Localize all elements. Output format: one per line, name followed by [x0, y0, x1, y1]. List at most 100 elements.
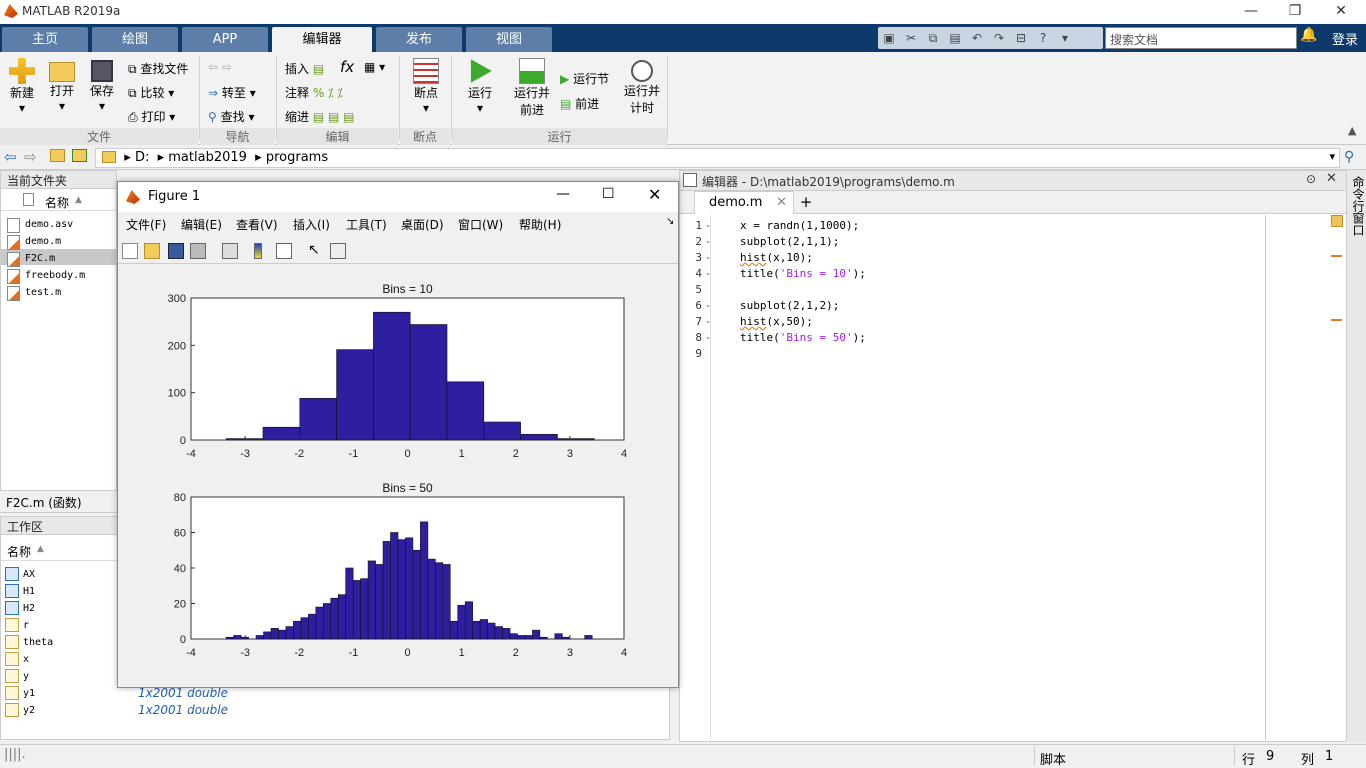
menu-window[interactable]: 窗口(W): [458, 218, 504, 232]
fx-button[interactable]: fx: [340, 58, 355, 76]
search-input[interactable]: 搜索文档: [1105, 27, 1297, 49]
tab-home[interactable]: 主页: [2, 27, 88, 52]
workspace-var[interactable]: theta: [5, 635, 53, 649]
workspace-var[interactable]: y: [5, 669, 29, 683]
line-number[interactable]: 1: [695, 219, 702, 232]
path-dropdown-icon[interactable]: ▾: [1329, 150, 1335, 163]
restore-button[interactable]: ❐: [1288, 3, 1302, 19]
print-figure-icon[interactable]: [190, 243, 206, 259]
browse-folder-icon[interactable]: [72, 149, 87, 162]
column-header[interactable]: 名称 ▲: [1, 191, 116, 211]
warning-marker[interactable]: [1331, 319, 1342, 321]
breakpoint-dash[interactable]: -: [706, 235, 710, 248]
menu-desktop[interactable]: 桌面(D): [401, 218, 444, 232]
workspace-var[interactable]: y1: [5, 686, 35, 700]
code-line[interactable]: hist(x,50);: [740, 315, 813, 328]
function-icon[interactable]: ▦ ▾: [364, 60, 386, 74]
tab-editor[interactable]: 编辑器: [272, 27, 372, 52]
login-link[interactable]: 登录: [1332, 33, 1359, 48]
switch-window-icon[interactable]: ⊟: [1015, 31, 1027, 45]
comment-button[interactable]: 注释 % ⁒ ⁒: [285, 86, 343, 100]
tab-view[interactable]: 视图: [466, 27, 552, 52]
run-button[interactable]: 运行 ▾: [462, 58, 498, 115]
find-files-button[interactable]: ⧉ 查找文件: [128, 62, 189, 76]
find-button[interactable]: ⚲ 查找 ▾: [208, 110, 255, 124]
menu-tools[interactable]: 工具(T): [346, 218, 387, 232]
line-number[interactable]: 2: [695, 235, 702, 248]
figure-close-button[interactable]: ✕: [648, 185, 662, 204]
run-advance-button[interactable]: 运行并 前进: [512, 58, 552, 118]
tab-publish[interactable]: 发布: [376, 27, 462, 52]
property-editor-icon[interactable]: [330, 243, 346, 259]
options-icon[interactable]: ▾: [1061, 31, 1069, 45]
file-item[interactable]: freebody.m: [7, 269, 85, 284]
breakpoint-dash[interactable]: -: [706, 315, 710, 328]
run-and-time-button[interactable]: 运行并 计时: [622, 58, 662, 116]
figure-minimize-button[interactable]: —: [556, 186, 570, 202]
code-line[interactable]: subplot(2,1,1);: [740, 235, 840, 248]
bell-icon[interactable]: 🔔: [1300, 27, 1318, 43]
forward-icon[interactable]: ⇨: [24, 148, 37, 166]
command-window-tab[interactable]: 命令行窗口: [1346, 170, 1366, 742]
workspace-var[interactable]: H1: [5, 584, 35, 598]
save-figure-icon[interactable]: [168, 243, 184, 259]
workspace-var[interactable]: AX: [5, 567, 35, 581]
back-forward-buttons[interactable]: ⇦ ⇨: [208, 60, 232, 74]
figure-maximize-button[interactable]: ☐: [602, 186, 615, 202]
tab-close-icon[interactable]: ✕: [776, 195, 787, 210]
line-number[interactable]: 3: [695, 251, 702, 264]
path-folder-programs[interactable]: programs: [265, 150, 329, 165]
colorbar-icon[interactable]: [254, 243, 262, 259]
new-button[interactable]: 新建 ▾: [6, 58, 38, 115]
file-item-selected[interactable]: F2C.m: [7, 252, 55, 267]
undo-icon[interactable]: ↶: [971, 31, 983, 45]
breakpoint-dash[interactable]: -: [706, 331, 710, 344]
line-number[interactable]: 6: [695, 299, 702, 312]
line-number[interactable]: 5: [695, 283, 702, 296]
code-line[interactable]: hist(x,10);: [740, 251, 813, 264]
breakpoint-dash[interactable]: -: [706, 251, 710, 264]
search-folder-icon[interactable]: ⚲: [1344, 149, 1355, 165]
new-tab-button[interactable]: +: [799, 193, 813, 211]
file-item[interactable]: demo.asv: [7, 218, 73, 233]
goto-button[interactable]: ⇒ 转至 ▾: [208, 86, 256, 100]
tab-apps[interactable]: APP: [182, 27, 268, 52]
file-item[interactable]: demo.m: [7, 235, 61, 250]
insert-button[interactable]: 插入 ▤: [285, 62, 325, 76]
advance-button[interactable]: ▤ 前进: [560, 97, 600, 111]
close-button[interactable]: ✕: [1335, 3, 1347, 19]
figure-window[interactable]: Figure 1 — ☐ ✕ 文件(F) 编辑(E) 查看(V) 插入(I) 工…: [117, 181, 679, 688]
up-folder-icon[interactable]: [50, 149, 65, 162]
run-section-button[interactable]: ▶ 运行节: [560, 72, 610, 86]
line-number[interactable]: 4: [695, 267, 702, 280]
cut-icon[interactable]: ✂: [905, 31, 917, 45]
code-line[interactable]: title('Bins = 10');: [740, 267, 866, 280]
line-number[interactable]: 8: [695, 331, 702, 344]
compare-button[interactable]: ⧉ 比较 ▾: [128, 86, 175, 100]
tab-demo-m[interactable]: demo.m ✕: [694, 191, 794, 214]
new-figure-icon[interactable]: [122, 243, 138, 259]
help-icon[interactable]: ?: [1039, 31, 1047, 45]
copy-icon[interactable]: ⧉: [928, 31, 938, 45]
line-number[interactable]: 9: [695, 347, 702, 360]
workspace-var[interactable]: r: [5, 618, 29, 632]
details-bar[interactable]: F2C.m (函数): [0, 490, 117, 512]
menu-view[interactable]: 查看(V): [236, 218, 278, 232]
menu-edit[interactable]: 编辑(E): [181, 218, 222, 232]
collapse-ribbon-icon[interactable]: ▲: [1348, 124, 1357, 137]
workspace-var[interactable]: y2: [5, 703, 35, 717]
path-input[interactable]: ▸ D: ▸ matlab2019 ▸ programs ▾: [95, 148, 1340, 168]
file-item[interactable]: test.m: [7, 286, 61, 301]
breakpoint-dash[interactable]: -: [706, 267, 710, 280]
back-icon[interactable]: ⇦: [4, 148, 17, 166]
code-line[interactable]: subplot(2,1,2);: [740, 299, 840, 312]
code-line[interactable]: x = randn(1,1000);: [740, 219, 860, 232]
panel-close-icon[interactable]: ✕: [1326, 171, 1337, 186]
path-drive[interactable]: D:: [134, 150, 150, 165]
minimize-button[interactable]: —: [1244, 3, 1258, 19]
indent-button[interactable]: 缩进 ▤ ▤ ▤: [285, 110, 355, 124]
path-folder-matlab2019[interactable]: matlab2019: [168, 150, 247, 165]
legend-icon[interactable]: [276, 243, 292, 259]
menu-insert[interactable]: 插入(I): [293, 218, 330, 232]
